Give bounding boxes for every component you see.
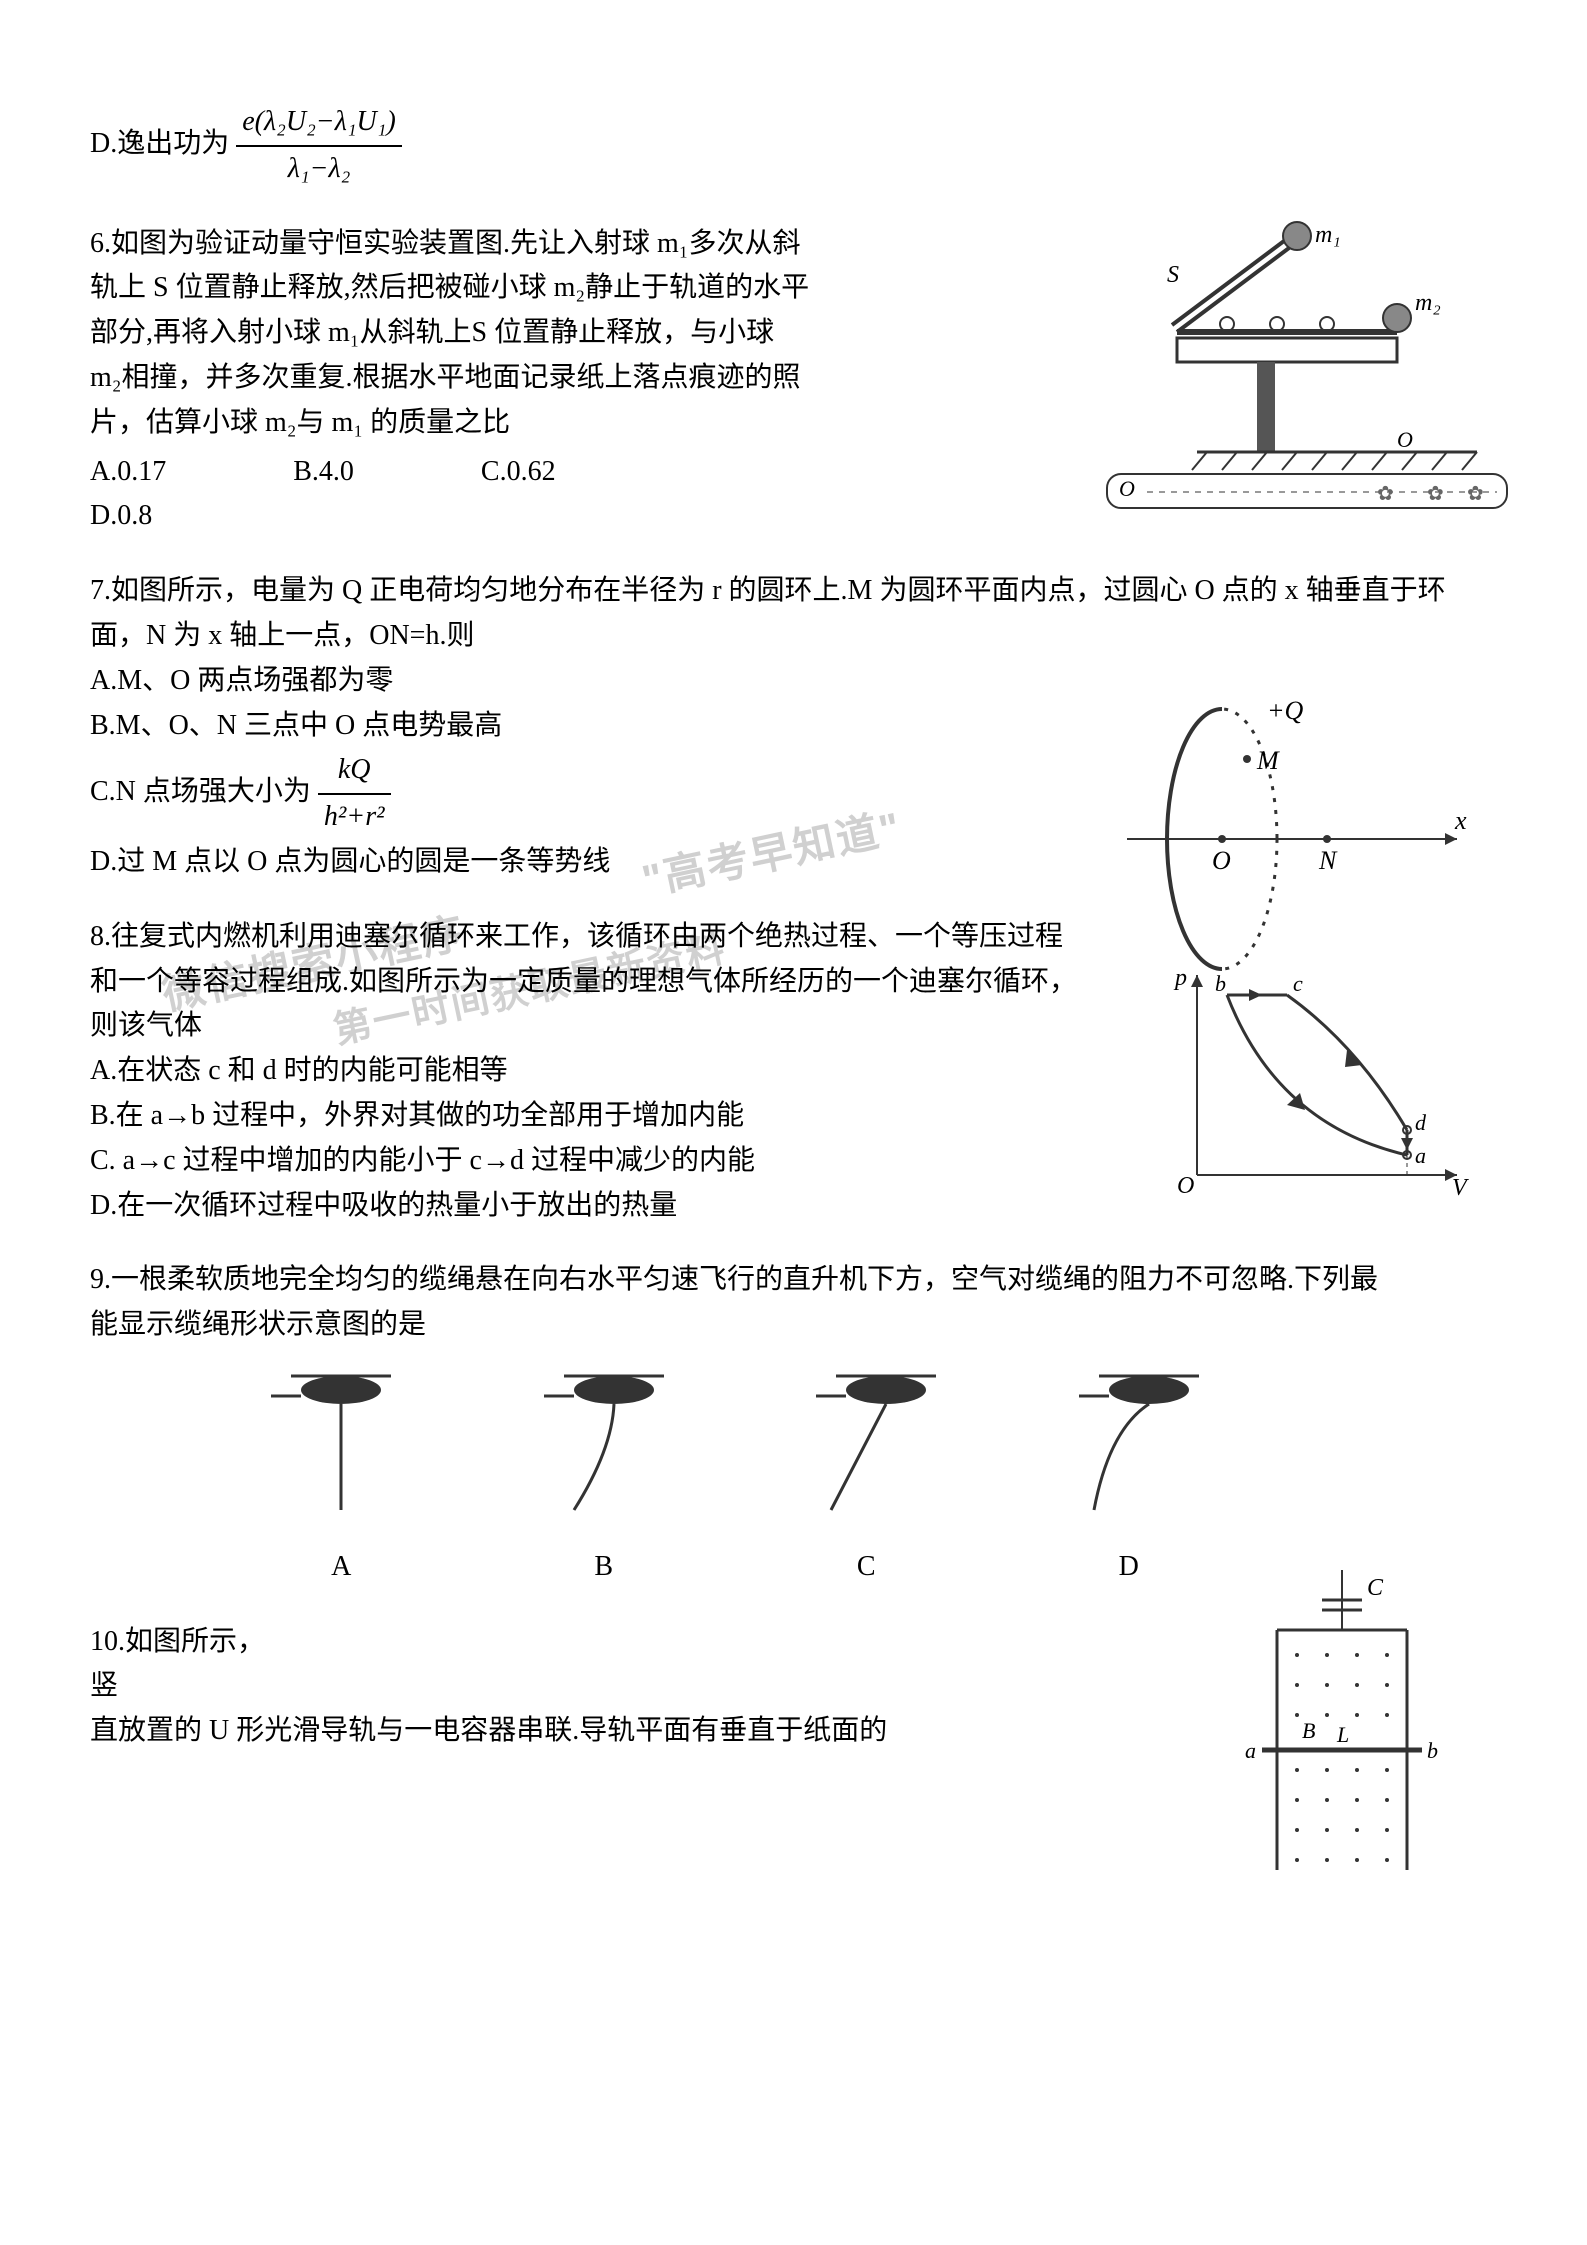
- a-pt: a: [1415, 1143, 1426, 1168]
- q7-body: 7.如图所示，电量为 Q 正电荷均匀地分布在半径为 r 的圆环上.M 为圆环平面…: [90, 569, 1490, 659]
- o-label-pv: O: [1177, 1173, 1194, 1199]
- q10-figure: C a b B L: [1227, 1560, 1477, 1880]
- x-label: x: [1454, 806, 1467, 835]
- a-label: a: [1245, 1738, 1256, 1763]
- svg-text:✿: ✿: [1467, 483, 1484, 505]
- o-label: O: [1212, 846, 1231, 875]
- q9-label-a: A: [241, 1545, 441, 1590]
- q6-svg: m₁ S m₂ O O: [1097, 212, 1517, 512]
- q7c-den: h²+r²: [318, 795, 391, 840]
- q5d-numerator: e(λ₂U₂−λ₁U₁): [236, 100, 402, 147]
- c-label: C: [1367, 1575, 1384, 1601]
- q5d-prefix: D.逸出功为: [90, 128, 229, 159]
- q8-body: 8.往复式内燃机利用迪塞尔循环来工作，该循环由两个绝热过程、一个等压过程和一个等…: [90, 915, 1090, 1049]
- question-7: 7.如图所示，电量为 Q 正电荷均匀地分布在半径为 r 的圆环上.M 为圆环平面…: [90, 569, 1497, 885]
- q5d-fraction: e(λ₂U₂−λ₁U₁) λ₁−λ₂: [236, 100, 402, 192]
- question-10: 10.如图所示，竖 直放置的 U 形光滑导轨与一电容器串联.导轨平面有垂直于纸面…: [90, 1620, 1497, 1754]
- q10-pre: 10.如图所示，竖: [90, 1620, 290, 1710]
- q9-figures: A B C: [210, 1360, 1260, 1590]
- q9-fig-b: B: [504, 1360, 704, 1590]
- q7c-prefix: C.N 点场强大小为: [90, 777, 311, 808]
- q8-figure: p V O b c d a: [1157, 955, 1477, 1205]
- svg-text:✿: ✿: [1377, 483, 1394, 505]
- o-label-strip: O: [1119, 476, 1135, 501]
- bpt-label: B: [1302, 1718, 1315, 1743]
- s-label: S: [1167, 262, 1179, 288]
- v-label: V: [1452, 1175, 1469, 1201]
- b-label: b: [1427, 1738, 1438, 1763]
- q10-post: 直放置的 U 形光滑导轨与一电容器串联.导轨平面有垂直于纸面的: [90, 1709, 1150, 1754]
- d-pt: d: [1415, 1110, 1427, 1135]
- q9-fig-c: C: [766, 1360, 966, 1590]
- q6-option-a: A.0.17: [90, 450, 166, 495]
- question-6: 6.如图为验证动量守恒实验装置图.先让入射球 m₁多次从斜轨上 S 位置静止释放…: [90, 222, 1497, 540]
- l-label: L: [1336, 1722, 1349, 1747]
- question-9: 9.一根柔软质地完全均匀的缆绳悬在向右水平匀速飞行的直升机下方，空气对缆绳的阻力…: [90, 1258, 1497, 1589]
- q6-figure: m₁ S m₂ O O: [1097, 212, 1517, 512]
- svg-text:✿: ✿: [1427, 483, 1444, 505]
- m-label: M: [1256, 746, 1280, 775]
- o-label-top: O: [1397, 427, 1413, 452]
- q9-fig-a: A: [241, 1360, 441, 1590]
- m1-label: m₁: [1315, 222, 1341, 248]
- q6-body: 6.如图为验证动量守恒实验装置图.先让入射球 m₁多次从斜轨上 S 位置静止释放…: [90, 222, 810, 446]
- question-8: 8.往复式内燃机利用迪塞尔循环来工作，该循环由两个绝热过程、一个等压过程和一个等…: [90, 915, 1497, 1229]
- b-pt: b: [1215, 971, 1226, 996]
- q8-svg: p V O b c d a: [1157, 955, 1477, 1205]
- q6-option-b: B.4.0: [293, 450, 354, 495]
- c-pt: c: [1293, 971, 1303, 996]
- q6-option-c: C.0.62: [481, 450, 556, 495]
- m2-label: m₂: [1415, 290, 1441, 316]
- question-5-option-d: D.逸出功为 e(λ₂U₂−λ₁U₁) λ₁−λ₂: [90, 100, 1497, 192]
- p-label: p: [1173, 965, 1187, 991]
- q7c-num: kQ: [318, 748, 391, 795]
- q9-label-c: C: [766, 1545, 966, 1590]
- q5d-denominator: λ₁−λ₂: [236, 147, 402, 192]
- q9-body: 9.一根柔软质地完全均匀的缆绳悬在向右水平匀速飞行的直升机下方，空气对缆绳的阻力…: [90, 1258, 1390, 1348]
- n-label: N: [1318, 846, 1338, 875]
- q-label: +Q: [1267, 696, 1304, 725]
- q7c-fraction: kQ h²+r²: [318, 748, 391, 840]
- q9-label-d: D: [1029, 1545, 1229, 1590]
- q10-svg: C a b B L: [1227, 1560, 1477, 1880]
- q9-fig-d: D: [1029, 1360, 1229, 1590]
- q9-label-b: B: [504, 1545, 704, 1590]
